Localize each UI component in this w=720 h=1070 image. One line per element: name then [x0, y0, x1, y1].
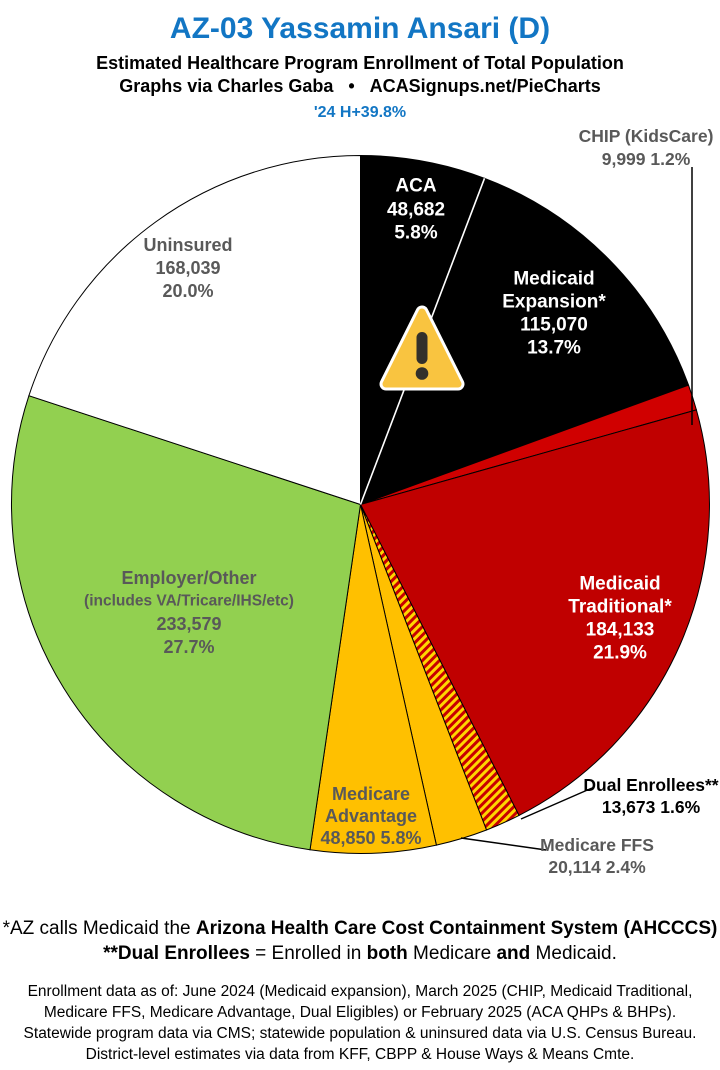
pie-slice-medicare-advantage: [309, 504, 437, 854]
warning-exclamation-bar: [416, 332, 428, 364]
chart-header: AZ-03 Yassamin Ansari (D) Estimated Heal…: [0, 0, 720, 122]
pie-slice-medicaid-expansion: [359, 177, 690, 506]
house-margin-note: '24 H+39.8%: [313, 104, 407, 121]
label-leader-lines: [460, 167, 693, 851]
source-line: Statewide program data via CMS; statewid…: [23, 1025, 697, 1042]
slice-labels: ACA 48,682 5.8% Medicaid Expansion* 115,070 13…: [84, 126, 719, 877]
chart-footnotes: *AZ calls Medicaid the Arizona Health Ca…: [0, 916, 720, 1065]
pie-slice-uninsured: [28, 154, 361, 506]
source-line: District-level estimates via data from K…: [85, 1046, 635, 1063]
pie-label-aca: ACA 48,682 5.8%: [387, 176, 445, 244]
medicare-ffs-leader-line: [460, 837, 547, 851]
pie-label-dual-enrollees: Dual Enrollees** 13,673 1.6%: [583, 775, 718, 817]
enrollment-pie-chart: ACA 48,682 5.8% Medicaid Expansion* 115,070 13…: [11, 126, 719, 877]
footnote-ahcccs: *AZ calls Medicaid the Arizona Health Ca…: [2, 918, 718, 939]
pie-slice-employer-other: [11, 395, 362, 851]
warning-exclamation-dot: [415, 367, 429, 380]
dual-enrollees-leader-line: [520, 787, 593, 820]
data-source-note: Enrollment data as of: June 2024 (Medica…: [0, 981, 720, 1065]
pie-slice-medicaid-traditional: [359, 409, 710, 817]
chart-attribution: Graphs via Charles Gaba • ACASignups.net…: [119, 76, 601, 96]
warning-triangle-icon: [379, 305, 465, 391]
pie-label-medicaid-expansion: Medicaid Expansion* 115,070 13.7%: [502, 269, 606, 359]
pie-slices: [11, 154, 710, 854]
pie-label-employer-other: Employer/Other (includes VA/Tricare/IHS/e…: [84, 568, 294, 657]
pie-label-medicare-ffs: Medicare FFS 20,114 2.4%: [540, 835, 654, 877]
pie-label-chip: CHIP (KidsCare) 9,999 1.2%: [579, 126, 714, 169]
source-line: Medicare FFS, Medicare Advantage, Dual E…: [43, 1004, 677, 1021]
page-title: AZ-03 Yassamin Ansari (D): [169, 12, 551, 45]
pie-label-medicaid-traditional: Medicaid Traditional* 184,133 21.9%: [568, 574, 672, 664]
chart-subtitle: Estimated Healthcare Program Enrollment …: [96, 53, 624, 73]
pie-label-uninsured: Uninsured 168,039 20.0%: [143, 235, 232, 301]
footnote-dual-enrollees: **Dual Enrollees = Enrolled in both Medi…: [103, 943, 617, 964]
source-line: Enrollment data as of: June 2024 (Medica…: [27, 983, 693, 1000]
pie-label-medicare-advantage: Medicare Advantage 48,850 5.8%: [320, 784, 421, 848]
